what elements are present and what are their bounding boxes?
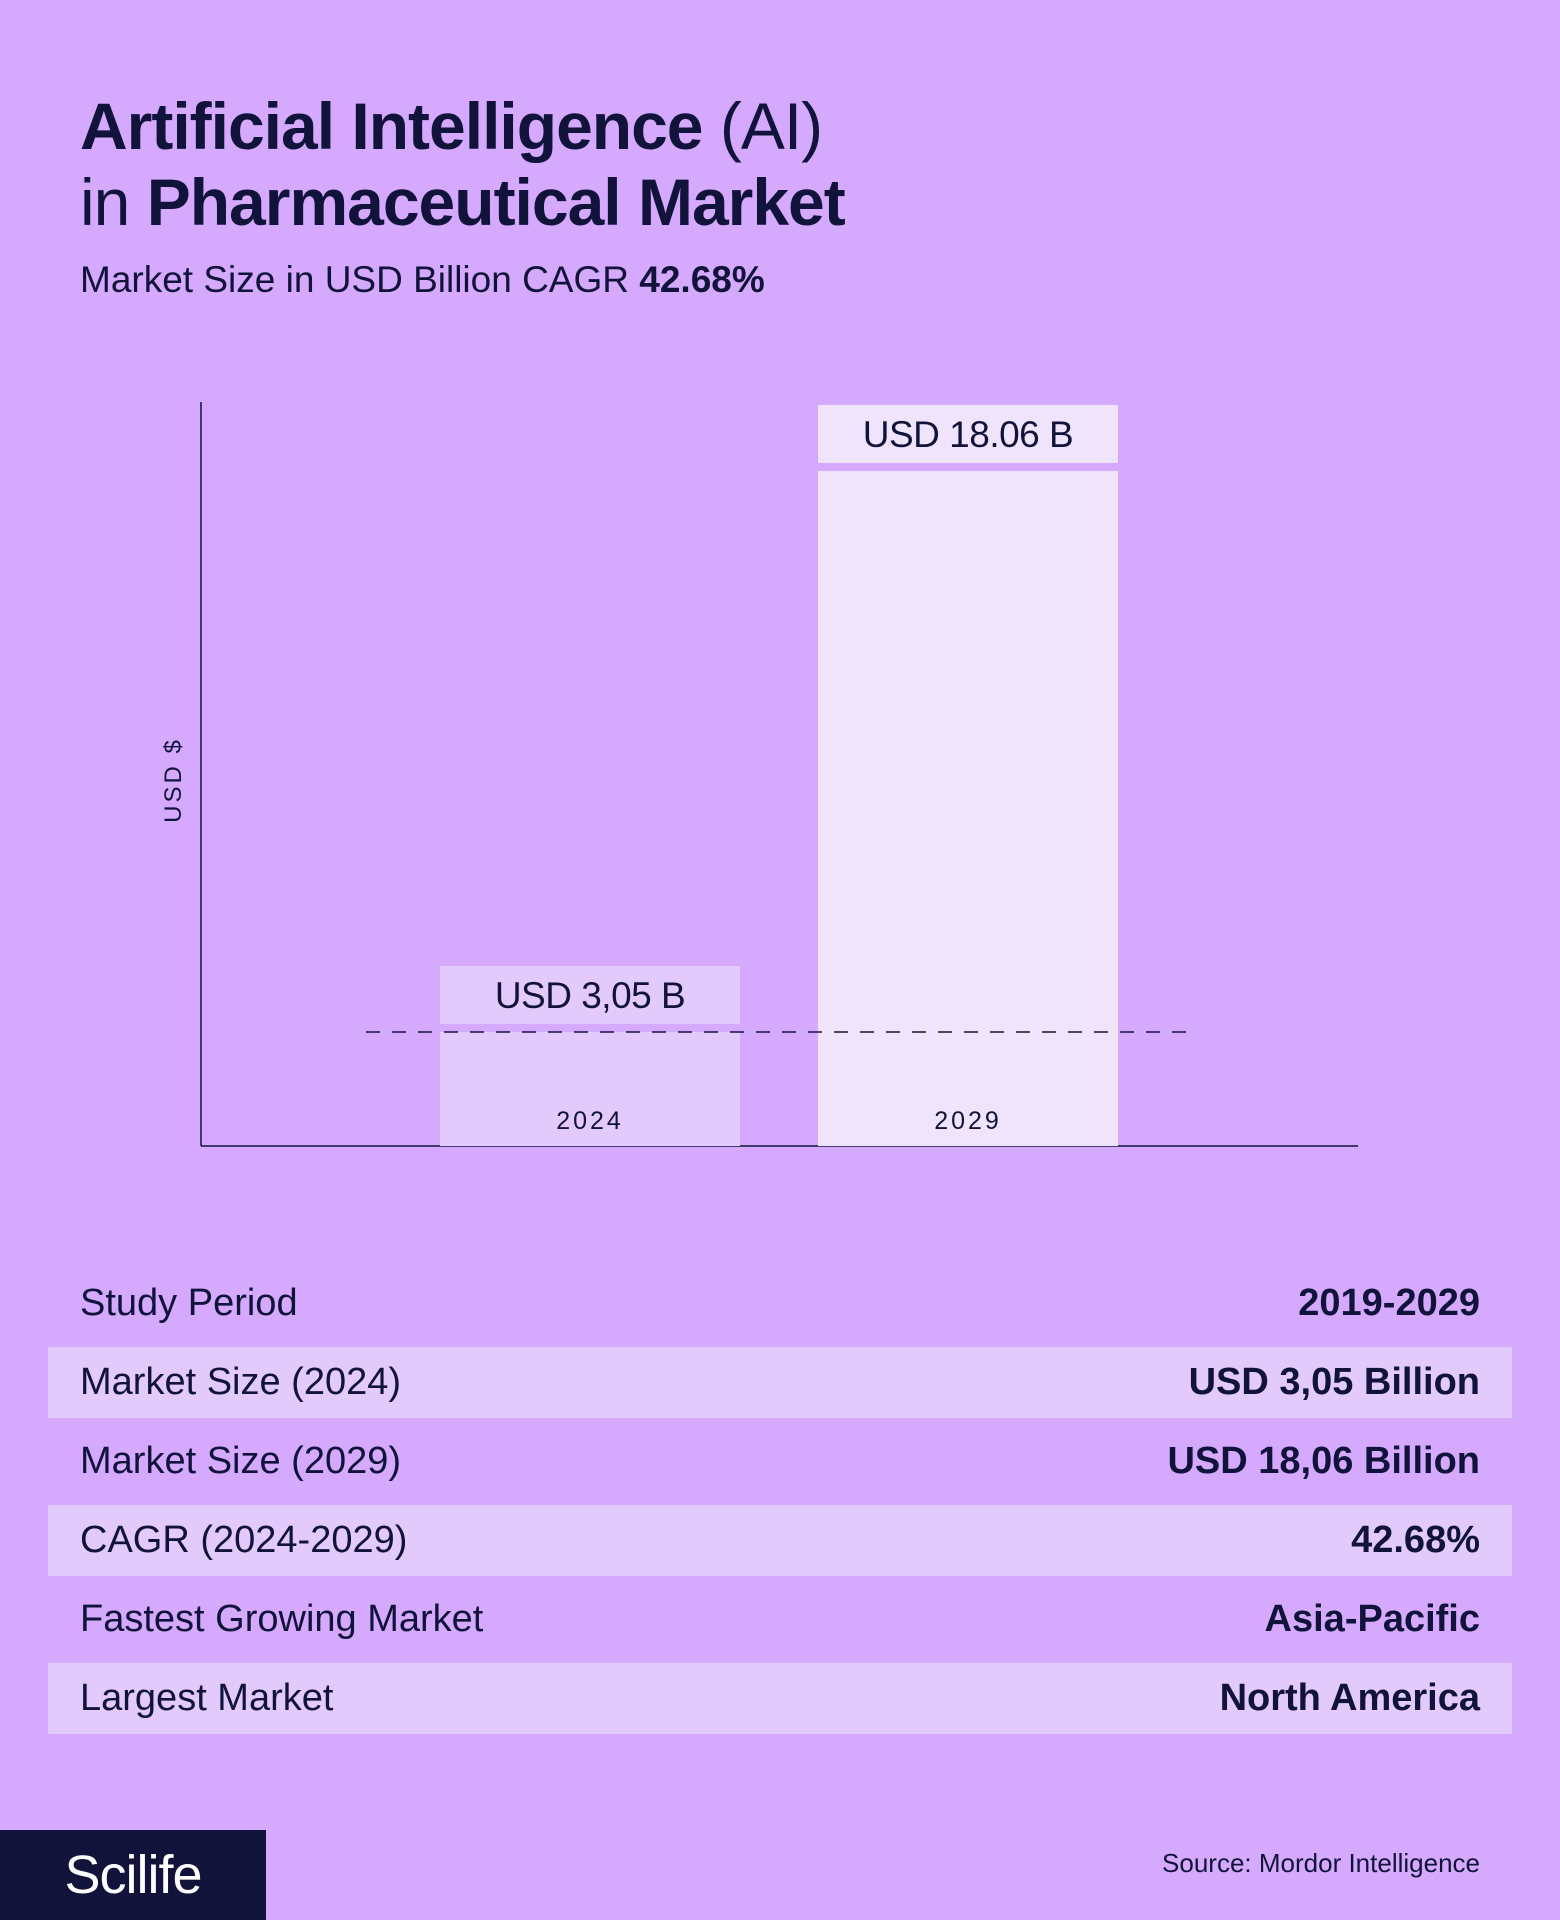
stats-row: Largest Market North America — [48, 1663, 1512, 1734]
stats-value: Asia-Pacific — [1264, 1598, 1480, 1640]
stats-value: 2019-2029 — [1298, 1282, 1480, 1324]
data-label-box-2024 — [440, 966, 740, 1025]
y-axis-label: USD $ — [160, 737, 187, 823]
data-label-2029: USD 18.06 B — [863, 414, 1073, 455]
stats-row: Fastest Growing Market Asia-Pacific — [48, 1584, 1512, 1655]
bar-2029 — [818, 471, 1118, 1146]
data-label-2024: USD 3,05 B — [495, 975, 685, 1016]
stats-row: Market Size (2029) USD 18,06 Billion — [48, 1426, 1512, 1497]
stats-label: Fastest Growing Market — [80, 1598, 484, 1640]
stats-row: CAGR (2024-2029) 42.68% — [48, 1505, 1512, 1576]
stats-value: North America — [1219, 1677, 1480, 1719]
stats-label: Market Size (2029) — [80, 1440, 402, 1482]
x-tick-label-2029: 2029 — [934, 1107, 1002, 1135]
source-note: Source: Mordor Intelligence — [1162, 1848, 1480, 1878]
stats-label: Study Period — [80, 1282, 298, 1324]
stats-row: Study Period 2019-2029 — [48, 1268, 1512, 1339]
stats-table: Study Period 2019-2029 Market Size (2024) U… — [48, 1268, 1512, 1742]
chart-subtitle: Market Size in USD Billion CAGR 42.68% — [80, 258, 765, 302]
chart-title: Artificial Intelligence (AI) in Pharmace… — [80, 88, 846, 240]
title-bold-market: Pharmaceutical Market — [146, 165, 846, 239]
x-tick-label-2024: 2024 — [556, 1107, 624, 1135]
stats-label: CAGR (2024-2029) — [80, 1519, 408, 1561]
stats-label: Market Size (2024) — [80, 1361, 402, 1403]
stats-value: USD 3,05 Billion — [1188, 1361, 1480, 1403]
bar-chart: USD 3,05 B 2024 USD 18.06 B 2029 — [200, 402, 1358, 1147]
stats-value: USD 18,06 Billion — [1167, 1440, 1480, 1482]
title-light-prefix: in — [80, 165, 147, 239]
title-light-part: (AI) — [702, 89, 823, 163]
stats-label: Largest Market — [80, 1677, 334, 1719]
stats-row: Market Size (2024) USD 3,05 Billion — [48, 1347, 1512, 1418]
subtitle-cagr-value: 42.68% — [639, 259, 765, 300]
bar-2024 — [440, 1032, 740, 1146]
subtitle-text: Market Size in USD Billion CAGR — [80, 259, 640, 300]
stats-value: 42.68% — [1351, 1519, 1480, 1561]
data-label-box-2029 — [818, 405, 1118, 463]
title-bold-part: Artificial Intelligence — [80, 89, 703, 163]
scilife-logo: Scilife — [0, 1830, 266, 1920]
